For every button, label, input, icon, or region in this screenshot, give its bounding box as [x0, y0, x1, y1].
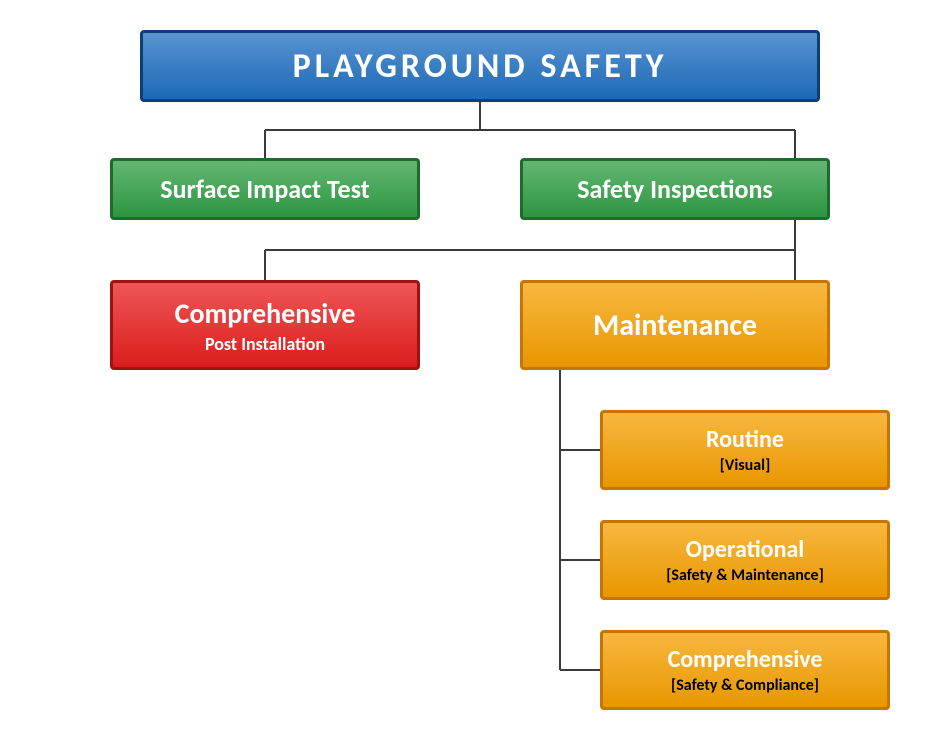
node-operational-sublabel: [Safety & Maintenance]: [666, 566, 824, 585]
node-comporange-sublabel: [Safety & Compliance]: [671, 676, 819, 695]
node-maintenance-label: Maintenance: [593, 307, 757, 344]
node-safety-inspections: Safety Inspections: [520, 158, 830, 220]
node-root-label: PLAYGROUND SAFETY: [293, 46, 668, 87]
node-operational-label: Operational: [686, 535, 804, 564]
node-comporange-label: Comprehensive: [668, 645, 823, 674]
node-surface-label: Surface Impact Test: [160, 173, 369, 205]
node-operational: Operational [Safety & Maintenance]: [600, 520, 890, 600]
node-inspections-label: Safety Inspections: [577, 173, 773, 205]
node-compred-label: Comprehensive: [175, 296, 356, 331]
node-routine: Routine [Visual]: [600, 410, 890, 490]
node-surface-impact-test: Surface Impact Test: [110, 158, 420, 220]
node-routine-sublabel: [Visual]: [720, 456, 771, 475]
node-compred-sublabel: Post Installation: [205, 333, 325, 355]
node-comprehensive-safety-compliance: Comprehensive [Safety & Compliance]: [600, 630, 890, 710]
node-maintenance: Maintenance: [520, 280, 830, 370]
node-root: PLAYGROUND SAFETY: [140, 30, 820, 102]
node-routine-label: Routine: [706, 425, 784, 454]
node-comprehensive-post-installation: Comprehensive Post Installation: [110, 280, 420, 370]
